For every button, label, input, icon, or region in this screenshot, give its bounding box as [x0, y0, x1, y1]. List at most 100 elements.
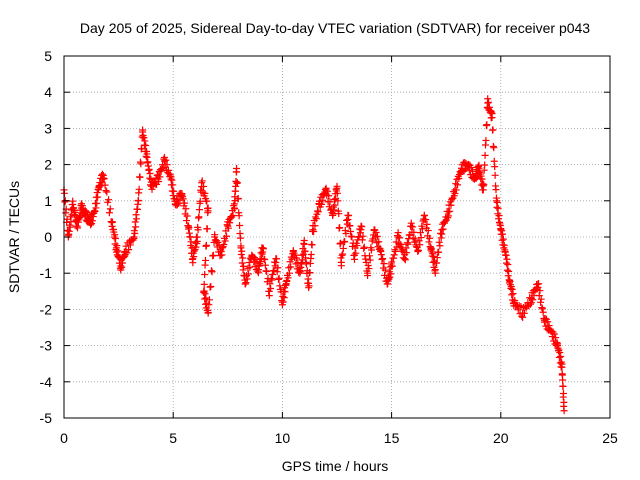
data-point-fill	[403, 249, 411, 257]
data-point-fill	[132, 223, 140, 231]
data-point-fill	[341, 237, 349, 245]
data-point-fill	[259, 245, 267, 253]
data-point-fill	[403, 239, 411, 247]
data-point-fill	[503, 255, 511, 263]
data-point-fill	[348, 233, 356, 241]
y-axis-label: SDTVAR / TECUs	[6, 181, 22, 293]
data-point-fill	[311, 222, 319, 230]
data-point-fill	[482, 136, 490, 144]
data-point	[259, 244, 267, 252]
data-point-fill	[502, 251, 510, 259]
data-point	[554, 342, 562, 350]
data-point-fill	[343, 216, 351, 224]
y-tick-label: 3	[44, 120, 52, 136]
data-point-fill	[556, 349, 564, 357]
data-point-fill	[499, 235, 507, 243]
data-point-fill	[368, 246, 376, 254]
data-point-fill	[326, 198, 334, 206]
data-point	[364, 269, 372, 277]
data-point-fill	[294, 259, 302, 267]
data-point-fill	[492, 186, 500, 194]
data-point-fill	[423, 220, 431, 228]
data-point-fill	[137, 160, 145, 168]
data-point	[224, 222, 232, 230]
data-point-fill	[181, 199, 189, 207]
data-point-fill	[483, 121, 491, 129]
data-point	[230, 204, 238, 212]
data-point-fill	[505, 267, 513, 275]
x-axis-label: GPS time / hours	[282, 458, 389, 474]
x-tick-label: 10	[275, 430, 291, 446]
data-point-fill	[228, 213, 236, 221]
data-point	[154, 175, 162, 183]
data-point-fill	[66, 223, 74, 231]
data-point-fill	[379, 255, 387, 263]
data-point	[233, 168, 241, 176]
data-point-fill	[263, 267, 271, 275]
data-point-fill	[187, 238, 195, 246]
data-point-fill	[527, 300, 535, 308]
data-point	[204, 204, 212, 212]
data-point-fill	[335, 210, 343, 218]
data-point-fill	[246, 263, 254, 271]
data-point	[200, 287, 208, 295]
data-point-fill	[261, 256, 269, 264]
data-point	[427, 244, 435, 252]
data-point-fill	[395, 234, 403, 242]
data-point	[178, 190, 186, 198]
data-point	[464, 161, 472, 169]
data-point-fill	[360, 244, 368, 252]
data-point-fill	[129, 236, 137, 244]
data-point-fill	[426, 234, 434, 242]
data-point-fill	[461, 165, 469, 173]
data-point	[383, 280, 391, 288]
data-point-fill	[508, 285, 516, 293]
data-point-fill	[336, 224, 344, 232]
data-point-fill	[118, 263, 126, 271]
chart-title: Day 205 of 2025, Sidereal Day-to-day VTE…	[80, 20, 590, 36]
data-point-fill	[196, 197, 204, 205]
data-point-fill	[409, 223, 417, 231]
data-point-fill	[307, 250, 315, 258]
data-point	[488, 114, 496, 122]
data-point	[171, 200, 179, 208]
data-point-fill	[131, 229, 139, 237]
data-point	[99, 171, 107, 179]
data-point	[510, 298, 518, 306]
data-point-fill	[105, 209, 113, 217]
data-point-fill	[112, 235, 120, 243]
data-point-fill	[269, 270, 277, 278]
data-point	[388, 262, 396, 270]
data-point-fill	[447, 201, 455, 209]
data-point	[431, 266, 439, 274]
data-point-fill	[393, 243, 401, 251]
data-point	[337, 258, 345, 266]
data-point	[237, 244, 245, 252]
data-point	[322, 186, 330, 194]
y-tick-label: -3	[40, 338, 53, 354]
data-point	[350, 251, 358, 259]
data-point-fill	[439, 225, 447, 233]
data-point-fill	[559, 390, 567, 398]
data-point	[479, 186, 487, 194]
data-point	[91, 208, 99, 216]
data-point	[309, 226, 317, 234]
data-point-fill	[245, 270, 253, 278]
data-point-fill	[195, 213, 203, 221]
data-point-fill	[425, 238, 433, 246]
data-point-fill	[268, 276, 276, 284]
data-point-fill	[353, 242, 361, 250]
data-point	[357, 222, 365, 230]
data-point	[211, 233, 219, 241]
data-point-fill	[65, 227, 73, 235]
data-point	[198, 179, 206, 187]
x-tick-label: 5	[169, 430, 177, 446]
data-point	[160, 157, 168, 165]
data-point-fill	[287, 263, 295, 271]
data-series	[60, 95, 568, 415]
data-point-fill	[146, 170, 154, 178]
data-point-fill	[435, 238, 443, 246]
data-point-fill	[478, 175, 486, 183]
data-point-fill	[142, 141, 150, 149]
data-point-fill	[205, 301, 213, 309]
